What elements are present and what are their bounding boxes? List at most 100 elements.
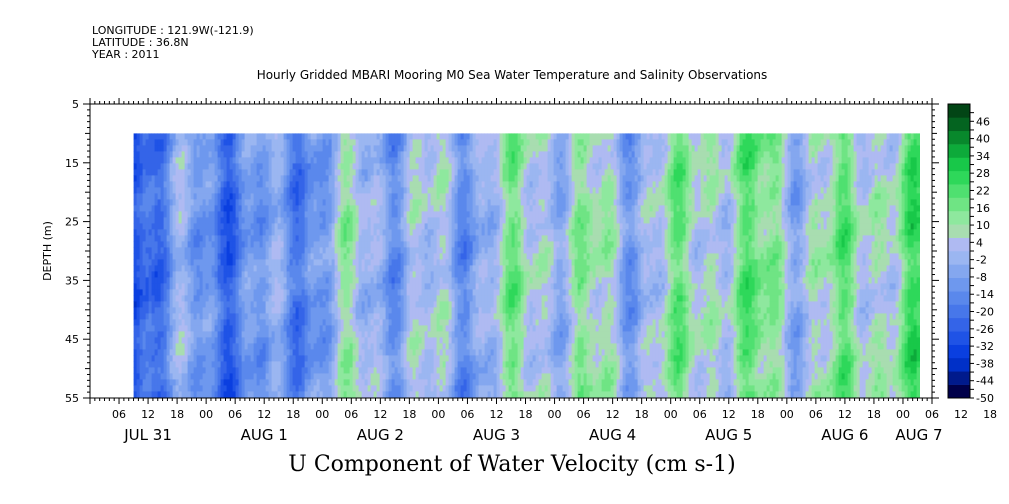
- heatmap-cell: [259, 307, 263, 314]
- heatmap-cell: [376, 289, 380, 296]
- heatmap-cell: [283, 277, 287, 284]
- heatmap-cell: [340, 199, 344, 206]
- heatmap-cell: [196, 217, 200, 224]
- heatmap-cell: [271, 307, 275, 314]
- heatmap-cell: [244, 337, 248, 344]
- heatmap-cell: [277, 199, 281, 206]
- heatmap-cell: [424, 373, 428, 380]
- heatmap-cell: [271, 145, 275, 152]
- heatmap-cell: [346, 289, 350, 296]
- heatmap-cell: [301, 151, 305, 158]
- heatmap-cell: [451, 235, 455, 242]
- heatmap-cell: [319, 307, 323, 314]
- heatmap-cell: [187, 337, 191, 344]
- heatmap-cell: [313, 385, 317, 392]
- heatmap-cell: [238, 193, 242, 200]
- heatmap-cell: [154, 295, 158, 302]
- heatmap-cell: [205, 391, 209, 398]
- heatmap-cell: [367, 325, 371, 332]
- heatmap-cell: [133, 241, 137, 248]
- heatmap-cell: [265, 373, 269, 380]
- heatmap-cell: [349, 277, 353, 284]
- heatmap-cell: [397, 301, 401, 308]
- heatmap-cell: [352, 133, 356, 140]
- heatmap-cell: [163, 211, 167, 218]
- heatmap-cell: [313, 265, 317, 272]
- heatmap-cell: [217, 151, 221, 158]
- heatmap-cell: [337, 151, 341, 158]
- heatmap-cell: [412, 355, 416, 362]
- heatmap-cell: [235, 169, 239, 176]
- heatmap-cell: [259, 319, 263, 326]
- heatmap-cell: [271, 139, 275, 146]
- heatmap-cell: [364, 217, 368, 224]
- heatmap-cell: [220, 163, 224, 170]
- heatmap-cell: [373, 271, 377, 278]
- heatmap-cell: [397, 193, 401, 200]
- heatmap-cell: [325, 157, 329, 164]
- heatmap-cell: [412, 169, 416, 176]
- heatmap-cell: [253, 361, 257, 368]
- heatmap-cell: [388, 301, 392, 308]
- heatmap-cell: [244, 295, 248, 302]
- heatmap-cell: [316, 247, 320, 254]
- heatmap-cell: [379, 253, 383, 260]
- heatmap-cell: [271, 295, 275, 302]
- heatmap-cell: [166, 343, 170, 350]
- heatmap-cell: [325, 163, 329, 170]
- heatmap-cell: [202, 229, 206, 236]
- heatmap-cell: [274, 151, 278, 158]
- heatmap-cell: [208, 151, 212, 158]
- heatmap-cell: [460, 349, 464, 356]
- heatmap-cell: [367, 211, 371, 218]
- heatmap-cell: [412, 133, 416, 140]
- heatmap-cell: [235, 367, 239, 374]
- heatmap-cell: [247, 307, 251, 314]
- heatmap-cell: [400, 181, 404, 188]
- heatmap-cell: [448, 163, 452, 170]
- heatmap-cell: [163, 361, 167, 368]
- heatmap-cell: [283, 349, 287, 356]
- heatmap-cell: [433, 223, 437, 230]
- heatmap-cell: [382, 367, 386, 374]
- heatmap-cell: [268, 271, 272, 278]
- heatmap-cell: [136, 253, 140, 260]
- heatmap-cell: [250, 145, 254, 152]
- heatmap-cell: [139, 229, 143, 236]
- heatmap-cell: [223, 283, 227, 290]
- heatmap-cell: [319, 175, 323, 182]
- heatmap-cell: [364, 229, 368, 236]
- heatmap-cell: [271, 175, 275, 182]
- heatmap-cell: [175, 379, 179, 386]
- heatmap-cell: [403, 271, 407, 278]
- heatmap-cell: [196, 367, 200, 374]
- heatmap-cell: [451, 295, 455, 302]
- heatmap-cell: [262, 139, 266, 146]
- heatmap-cell: [211, 151, 215, 158]
- heatmap-cell: [160, 163, 164, 170]
- heatmap-cell: [364, 211, 368, 218]
- heatmap-cell: [412, 199, 416, 206]
- heatmap-cell: [139, 325, 143, 332]
- heatmap-cell: [460, 265, 464, 272]
- heatmap-cell: [463, 355, 467, 362]
- heatmap-cell: [148, 205, 152, 212]
- heatmap-cell: [301, 289, 305, 296]
- heatmap-cell: [223, 337, 227, 344]
- heatmap-cell: [346, 373, 350, 380]
- heatmap-cell: [346, 247, 350, 254]
- heatmap-cell: [451, 163, 455, 170]
- heatmap-cell: [322, 313, 326, 320]
- heatmap-cell: [256, 277, 260, 284]
- heatmap-cell: [304, 151, 308, 158]
- heatmap-cell: [175, 217, 179, 224]
- heatmap-cell: [238, 355, 242, 362]
- heatmap-cell: [259, 265, 263, 272]
- heatmap-cell: [439, 325, 443, 332]
- heatmap-cell: [166, 301, 170, 308]
- heatmap-cell: [211, 175, 215, 182]
- heatmap-cell: [196, 259, 200, 266]
- heatmap-cell: [172, 133, 176, 140]
- heatmap-cell: [343, 139, 347, 146]
- heatmap-cell: [277, 271, 281, 278]
